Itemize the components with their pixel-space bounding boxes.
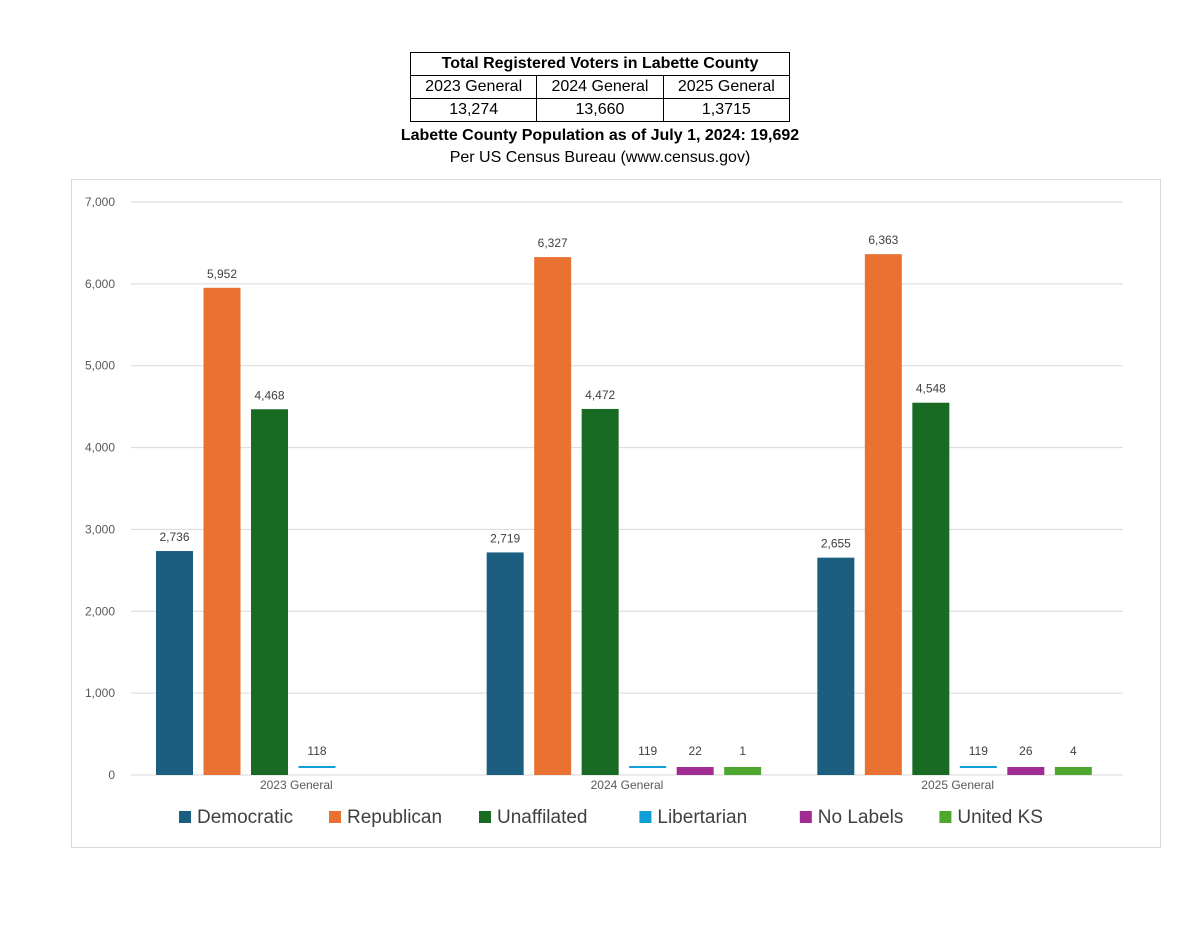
legend-label: United KS [957,807,1043,828]
y-tick-label: 6,000 [85,277,115,291]
voter-table-value: 13,660 [536,98,664,122]
data-label: 4,472 [585,388,615,402]
legend-label: No Labels [818,807,904,828]
bar [959,766,997,768]
y-tick-label: 3,000 [85,522,115,536]
bar-chart: 0 1,000 2,000 3,000 4,000 5,000 6,000 7,000 2,73… [85,195,1123,828]
bar [486,552,524,775]
bar [1054,767,1092,775]
data-label: 2,719 [490,531,520,545]
data-label: 6,327 [538,236,568,250]
bar [251,409,288,775]
bar [817,557,855,775]
x-tick-label: 2025 General [921,778,994,792]
data-label: 118 [307,744,326,758]
bar [912,402,950,775]
voter-table-value: 13,274 [409,98,538,122]
data-label: 6,363 [868,233,898,247]
legend-swatch [639,811,652,823]
voter-totals-table: Total Registered Voters in Labette Count… [409,52,791,122]
bar [203,287,241,775]
voter-table-value: 1,3715 [662,98,791,122]
y-tick-label: 2,000 [85,604,115,618]
y-tick-label: 4,000 [85,441,115,455]
bar [581,408,619,775]
data-label: 2,655 [821,537,851,551]
data-label: 4,468 [254,388,284,402]
x-tick-label: 2024 General [591,778,664,792]
voter-table-header: 2024 General [536,75,664,99]
y-tick-label: 0 [108,768,115,782]
voter-table-header: 2025 General [662,75,791,99]
legend-label: Democratic [197,807,293,828]
data-label: 4,548 [916,382,946,396]
voter-table-header: 2023 General [409,75,538,99]
chart-area: 0 1,000 2,000 3,000 4,000 5,000 6,000 7,000 2,73… [71,179,1161,848]
legend-swatch [479,811,491,823]
bar [1007,767,1045,775]
data-label: 22 [688,744,702,758]
bar [534,257,572,775]
x-tick-label: 2023 General [260,778,333,792]
bar [629,766,667,768]
bar [156,551,193,775]
data-label: 4 [1070,744,1077,758]
data-label: 5,952 [207,267,237,281]
legend-swatch [179,811,191,823]
voter-table-title: Total Registered Voters in Labette Count… [410,52,790,76]
data-label: 2,736 [159,530,189,544]
bar [724,767,762,775]
y-tick-label: 7,000 [85,195,115,209]
legend-label: Libertarian [657,807,747,828]
bar [298,766,336,768]
legend-label: Republican [347,807,442,828]
data-label: 26 [1019,744,1033,758]
legend-swatch [329,811,341,823]
y-tick-label: 1,000 [85,686,115,700]
data-label: 119 [969,744,988,758]
bar [676,767,714,775]
population-source: Per US Census Bureau (www.census.gov) [449,149,751,166]
data-label: 119 [638,744,657,758]
bar [864,254,902,775]
legend-swatch [939,811,952,823]
data-label: 1 [739,744,746,758]
y-tick-label: 5,000 [85,359,115,373]
population-title: Labette County Population as of July 1, … [400,127,800,144]
legend-swatch [799,811,812,823]
legend-label: Unaffilated [497,807,588,828]
